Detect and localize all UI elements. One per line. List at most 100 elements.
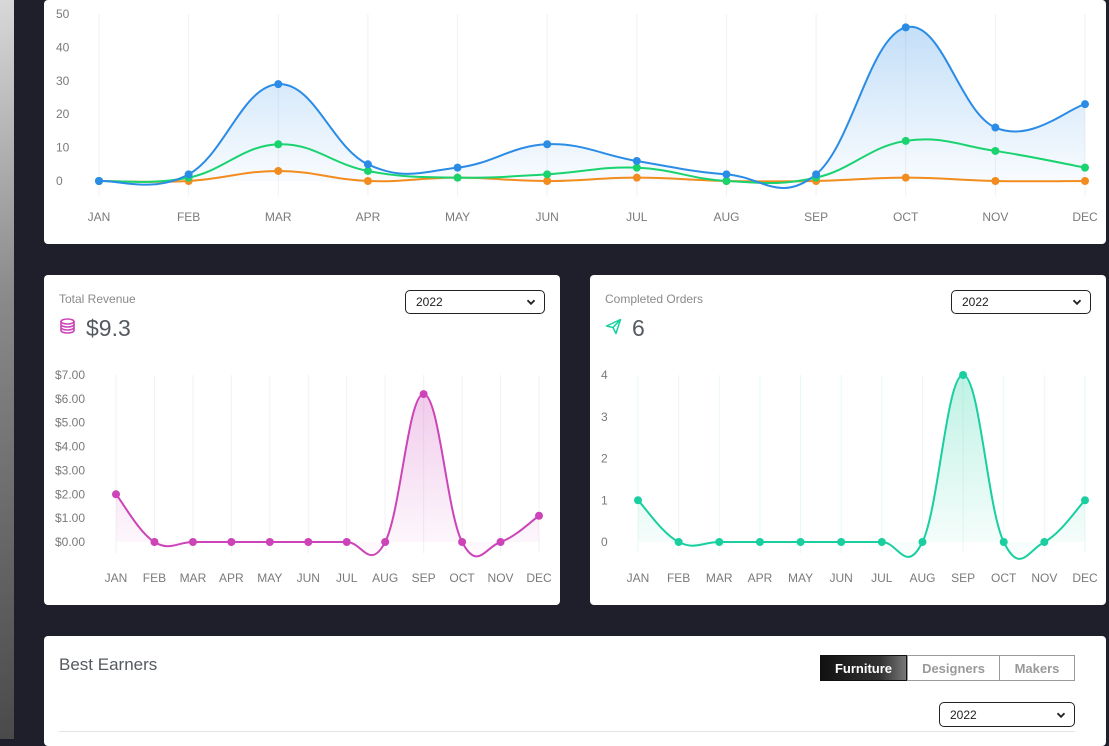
data-point [227, 538, 236, 546]
y-tick-label: 3 [601, 410, 608, 424]
data-point [342, 538, 351, 546]
sales-overview-card: 50 40 30 20 10 0 JAN FEB MAR APR MAY JUN JUL AUG SEP OC… [44, 0, 1106, 244]
tab-furniture[interactable]: Furniture [820, 655, 907, 681]
x-tick-label: OCT [449, 571, 475, 585]
data-point [901, 136, 910, 145]
data-point [381, 538, 390, 546]
data-point [837, 538, 846, 546]
y-tick-label: 4 [601, 368, 608, 382]
data-point [543, 170, 552, 179]
x-tick-label: OCT [893, 210, 919, 224]
data-point [901, 173, 910, 182]
revenue-year-select[interactable]: 2022 [405, 290, 545, 314]
data-point [265, 538, 274, 546]
series-line [637, 373, 1086, 560]
chevron-down-icon [1072, 299, 1082, 306]
data-point [1081, 496, 1089, 505]
data-point [95, 177, 103, 185]
y-tick-label: $1.00 [55, 511, 85, 525]
y-tick-label: $0.00 [55, 535, 85, 549]
tab-designers[interactable]: Designers [907, 655, 1000, 681]
x-tick-label: AUG [909, 571, 935, 585]
x-tick-label: MAY [257, 571, 282, 585]
data-point [1040, 538, 1049, 546]
data-point [1081, 177, 1089, 185]
x-tick-label: MAY [788, 571, 813, 585]
x-tick-label: JAN [88, 210, 111, 224]
y-tick-label: $3.00 [55, 463, 85, 477]
series-area [638, 375, 1085, 559]
data-point [363, 166, 372, 175]
paper-plane-icon [605, 318, 622, 340]
series-area [99, 26, 1085, 188]
data-point [1081, 163, 1089, 172]
best-earners-title: Best Earners [59, 655, 158, 674]
x-tick-label: APR [356, 210, 381, 224]
data-point [877, 538, 886, 546]
orders-chart: 4 3 2 1 0 JAN FEB MAR APR MAY JUN JUL AUG SEP OCT NOV DE… [601, 368, 1098, 585]
x-tick-label: FEB [667, 571, 690, 585]
y-tick-label: 0 [56, 174, 63, 188]
stat-row: 6 [605, 315, 645, 342]
y-tick-label: 10 [56, 141, 70, 155]
tab-makers[interactable]: Makers [1000, 655, 1075, 681]
x-tick-label: SEP [412, 571, 436, 585]
data-point [632, 156, 641, 165]
data-point [274, 140, 283, 149]
x-tick-label: DEC [1072, 571, 1098, 585]
x-tick-label: JAN [105, 571, 128, 585]
x-tick-label: MAY [445, 210, 470, 224]
x-tick-label: JUN [536, 210, 559, 224]
revenue-chart: $7.00 $6.00 $5.00 $4.00 $3.00 $2.00 $1.00 $0.00… [55, 368, 552, 585]
y-tick-label: 1 [601, 493, 608, 507]
data-point [543, 140, 552, 149]
x-tick-label: APR [219, 571, 244, 585]
data-point [812, 170, 821, 179]
data-point [535, 511, 543, 520]
data-point [901, 23, 910, 32]
best-earners-card: Best Earners Furniture Designers Makers … [44, 636, 1106, 746]
browser-edge [0, 0, 14, 739]
data-point [991, 123, 1000, 132]
data-point [991, 146, 1000, 155]
orders-year-value: 2022 [962, 295, 989, 309]
chevron-down-icon [1056, 712, 1066, 718]
revenue-year-value: 2022 [416, 295, 443, 309]
series-line [98, 138, 1086, 185]
best-earners-year-value: 2022 [950, 707, 977, 722]
x-tick-label: JUL [871, 571, 893, 585]
x-tick-label: NOV [488, 571, 514, 585]
y-tick-label: $7.00 [55, 368, 85, 382]
best-earners-year-select[interactable]: 2022 [939, 702, 1075, 727]
card-title: Completed Orders [605, 292, 704, 306]
orders-value: 6 [632, 315, 645, 341]
data-point [419, 390, 428, 399]
coins-icon [59, 317, 76, 340]
data-point [543, 177, 552, 185]
y-tick-label: 30 [56, 74, 70, 88]
data-point [796, 538, 805, 546]
data-point [453, 173, 462, 182]
data-point [274, 166, 283, 175]
y-tick-label: $2.00 [55, 487, 85, 501]
category-toggle: Furniture Designers Makers [820, 655, 1075, 681]
data-point [632, 173, 641, 182]
data-point [150, 538, 159, 546]
x-tick-label: OCT [991, 571, 1017, 585]
series-line [115, 393, 540, 558]
revenue-value: $9.3 [86, 315, 131, 341]
x-tick-label: JAN [627, 571, 650, 585]
x-tick-label: SEP [951, 571, 975, 585]
y-tick-label: 50 [56, 7, 70, 21]
data-point [184, 170, 193, 179]
x-tick-label: FEB [143, 571, 166, 585]
data-point [274, 80, 283, 89]
y-tick-label: $4.00 [55, 440, 85, 454]
data-point [674, 538, 683, 546]
data-point [112, 490, 120, 499]
x-tick-label: JUL [336, 571, 358, 585]
x-tick-label: NOV [1031, 571, 1057, 585]
orders-year-select[interactable]: 2022 [951, 290, 1091, 314]
data-point [496, 538, 505, 546]
x-tick-label: JUN [830, 571, 853, 585]
